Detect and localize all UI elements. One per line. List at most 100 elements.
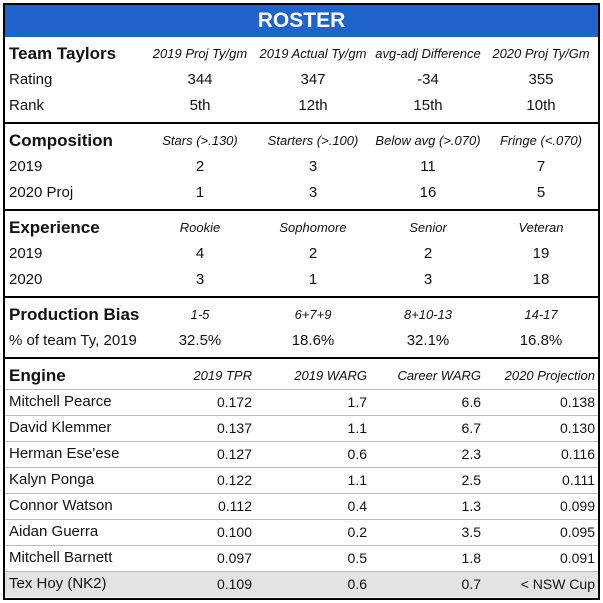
cell: 3 xyxy=(195,271,205,288)
column-header: 14-17 xyxy=(524,307,558,322)
cell: 11 xyxy=(420,158,436,175)
section-title: Production Bias xyxy=(9,305,140,324)
cell: 12th xyxy=(298,97,328,114)
cell: 0.138 xyxy=(559,394,595,410)
frame xyxy=(3,3,600,600)
section-title: Composition xyxy=(9,131,113,150)
section-divider xyxy=(5,296,598,298)
section-divider xyxy=(5,357,598,359)
cell: 15th xyxy=(413,97,443,114)
cell: 18 xyxy=(532,271,550,288)
column-header: 6+7+9 xyxy=(294,307,332,322)
row-label: Rank xyxy=(9,97,45,114)
column-header: Stars (>.130) xyxy=(162,133,238,148)
cell: 0.130 xyxy=(559,420,595,436)
cell: 16.8% xyxy=(519,332,563,349)
cell: 0.6 xyxy=(347,576,367,592)
cell: 10th xyxy=(526,97,556,114)
cell: 0.111 xyxy=(562,472,595,488)
section-divider xyxy=(5,209,598,211)
cell: 1 xyxy=(195,184,205,201)
cell: 2.5 xyxy=(461,472,481,488)
row-label: 2020 Proj xyxy=(9,184,74,201)
row-divider xyxy=(5,519,598,520)
row-divider xyxy=(5,389,598,390)
cell: 2 xyxy=(423,245,433,262)
column-header: 1-5 xyxy=(190,307,210,322)
column-header: Career WARG xyxy=(397,368,481,383)
row-label: 2019 xyxy=(9,158,43,175)
column-header: avg-adj Difference xyxy=(375,46,481,61)
cell: < NSW Cup xyxy=(520,576,595,592)
row-label: Aidan Guerra xyxy=(9,523,99,540)
cell: 0.2 xyxy=(347,524,367,540)
column-header: 2020 Projection xyxy=(504,368,595,383)
row-label: Rating xyxy=(9,71,53,88)
cell: 7 xyxy=(536,158,546,175)
row-divider xyxy=(5,441,598,442)
cell: 2.3 xyxy=(461,446,481,462)
cell: 0.097 xyxy=(216,550,252,566)
row-label: 2020 xyxy=(9,271,43,288)
cell: 347 xyxy=(300,71,326,88)
row-label: Tex Hoy (NK2) xyxy=(9,575,107,592)
cell: 32.5% xyxy=(178,332,222,349)
cell: 3 xyxy=(308,158,318,175)
column-header: Rookie xyxy=(179,220,221,235)
cell: 5 xyxy=(536,184,546,201)
cell: 32.1% xyxy=(406,332,450,349)
cell: 1 xyxy=(308,271,318,288)
cell: 355 xyxy=(528,71,554,88)
cell: 6.7 xyxy=(461,420,481,436)
cell: 0.137 xyxy=(216,420,252,436)
section-title: Team Taylors xyxy=(9,44,117,63)
row-divider xyxy=(5,493,598,494)
column-header: 8+10-13 xyxy=(403,307,453,322)
column-header: Starters (>.100) xyxy=(267,133,359,148)
title: ROSTER xyxy=(5,5,598,37)
cell: 1.1 xyxy=(347,472,367,488)
row-label: David Klemmer xyxy=(9,419,112,436)
column-header: 2019 TPR xyxy=(193,368,252,383)
column-header: Fringe (<.070) xyxy=(499,133,582,148)
row-label: Mitchell Barnett xyxy=(9,549,113,566)
column-header: 2020 Proj Ty/Gm xyxy=(492,46,590,61)
cell: 2 xyxy=(308,245,318,262)
cell: 0.122 xyxy=(216,472,252,488)
column-header: Senior xyxy=(409,220,447,235)
cell: 0.100 xyxy=(216,524,252,540)
cell: 3 xyxy=(423,271,433,288)
column-header: 2019 Proj Ty/gm xyxy=(152,46,248,61)
row-label: Connor Watson xyxy=(9,497,113,514)
cell: 18.6% xyxy=(291,332,335,349)
row-divider xyxy=(5,415,598,416)
cell: 16 xyxy=(419,184,437,201)
cell: 0.116 xyxy=(561,446,595,462)
cell: 1.7 xyxy=(347,394,367,410)
row-label: Mitchell Pearce xyxy=(9,393,112,410)
cell: 6.6 xyxy=(461,394,481,410)
cell: 3.5 xyxy=(461,524,481,540)
cell: 5th xyxy=(189,97,211,114)
cell: 0.7 xyxy=(461,576,481,592)
column-header: Below avg (>.070) xyxy=(375,133,481,148)
row-divider xyxy=(5,571,598,572)
cell: 1.1 xyxy=(347,420,367,436)
cell: 3 xyxy=(308,184,318,201)
cell: 4 xyxy=(195,245,205,262)
cell: 1.8 xyxy=(461,550,481,566)
section-divider xyxy=(5,122,598,124)
row-label: 2019 xyxy=(9,245,43,262)
column-header: Sophomore xyxy=(279,220,347,235)
column-header: 2019 WARG xyxy=(294,368,367,383)
cell: 0.172 xyxy=(216,394,252,410)
cell: -34 xyxy=(417,71,439,88)
row-label: % of team Ty, 2019 xyxy=(9,332,137,349)
cell: 2 xyxy=(195,158,205,175)
cell: 0.091 xyxy=(559,550,595,566)
column-header: 2019 Actual Ty/gm xyxy=(259,46,367,61)
row-divider xyxy=(5,545,598,546)
row-label: Kalyn Ponga xyxy=(9,471,95,488)
section-title: Experience xyxy=(9,218,100,237)
